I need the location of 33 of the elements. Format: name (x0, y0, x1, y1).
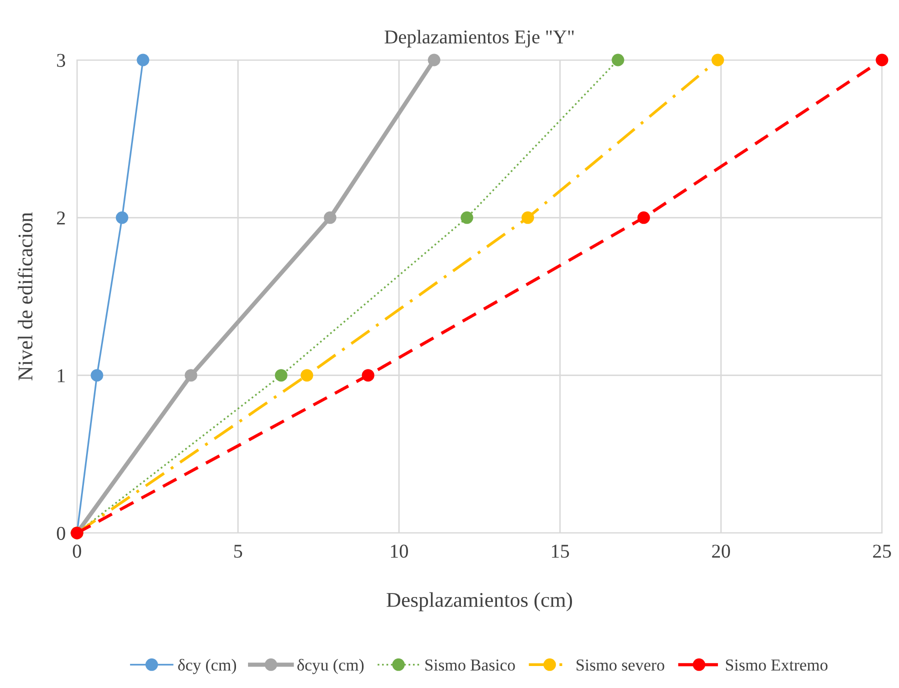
x-tick-label: 10 (390, 544, 408, 558)
y-tick-label: 0 (56, 526, 66, 540)
point (612, 54, 624, 66)
point (274, 369, 288, 382)
x-tick-label: 25 (873, 544, 891, 558)
y-tick-label: 1 (58, 369, 65, 382)
x-tick-label: 15 (552, 544, 569, 558)
legend-label: δcyu (cm) (297, 658, 364, 674)
point (184, 369, 198, 382)
point (116, 211, 128, 224)
point (90, 369, 104, 382)
point (324, 211, 336, 224)
x-axis-title: Desplazamientos (cm) (386, 592, 572, 612)
point (712, 54, 724, 66)
point (876, 54, 888, 66)
point (522, 211, 534, 224)
chart-title: Deplazamientos Eje "Y" (384, 30, 574, 48)
point (460, 211, 474, 224)
y-tick-label: 3 (57, 54, 66, 67)
x-tick-label: 20 (712, 544, 730, 558)
y-tick-label: 2 (57, 212, 65, 224)
legend-label: Sismo Basico (425, 659, 515, 671)
point (637, 211, 650, 224)
x-tick-label: 5 (234, 544, 242, 558)
point (362, 369, 374, 382)
legend-label: δcy (cm) (178, 658, 236, 674)
legend-label: Sismo severo (576, 659, 664, 671)
point (136, 54, 150, 66)
y-axis-title: Nivel de edificacion (18, 212, 32, 380)
x-tick-label: 0 (72, 544, 82, 558)
point (300, 369, 314, 382)
legend-label: Sismo Extremo (726, 659, 828, 671)
point (428, 54, 440, 66)
